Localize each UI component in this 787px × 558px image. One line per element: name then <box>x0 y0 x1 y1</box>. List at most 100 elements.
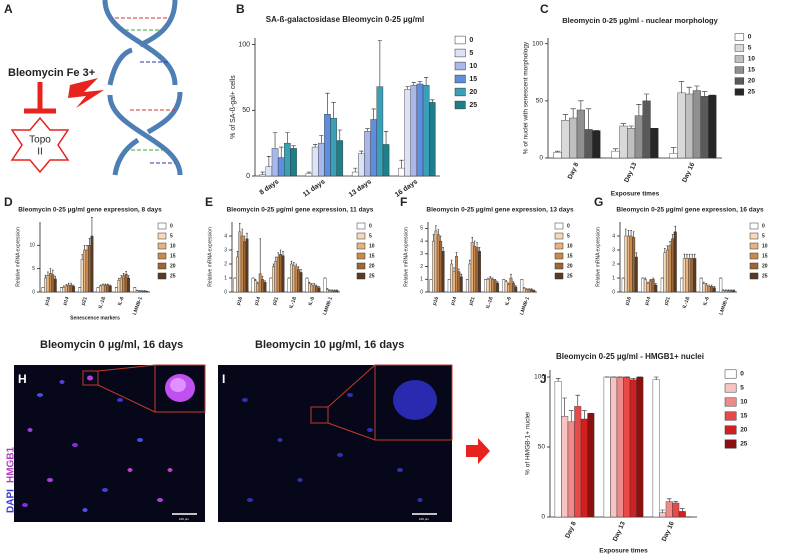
error-bar <box>430 99 435 103</box>
error-bar <box>300 269 302 273</box>
legend-swatch <box>356 272 366 280</box>
error-bar <box>530 288 533 290</box>
legend-swatch <box>724 397 737 407</box>
legend-swatch <box>454 61 466 71</box>
error-bar <box>236 251 239 257</box>
legend-label: 0 <box>369 223 372 229</box>
bar <box>265 166 273 177</box>
y-tick-label: 1 <box>612 275 615 281</box>
error-bar <box>632 231 635 238</box>
error-bar <box>72 284 75 287</box>
bar <box>629 379 637 518</box>
error-bar <box>291 145 296 149</box>
legend-swatch <box>724 425 737 435</box>
bar <box>693 258 697 293</box>
bar <box>569 117 578 159</box>
y-tick-label: 0 <box>32 289 35 295</box>
y-axis-label: % of nuclei with senescent morphology <box>523 41 530 154</box>
bar <box>281 255 285 293</box>
x-tick-label: p21 <box>663 296 672 306</box>
error-bar <box>67 282 70 285</box>
legend-label: 20 <box>740 427 748 434</box>
panel-label: B <box>236 2 245 16</box>
bar <box>522 287 526 293</box>
x-axis-label: Exposure times <box>611 191 660 198</box>
error-bar <box>688 253 691 259</box>
bar <box>678 511 686 518</box>
bar <box>51 274 55 293</box>
bar <box>488 277 492 293</box>
bar <box>641 277 645 293</box>
dna-diagram <box>102 0 183 176</box>
legend-swatch <box>749 262 759 270</box>
legend-label: 25 <box>762 273 768 279</box>
bar <box>447 279 451 293</box>
error-bar <box>328 289 331 291</box>
error-bar <box>555 378 561 382</box>
bar <box>587 413 595 518</box>
bar <box>623 376 631 518</box>
error-bar <box>671 234 674 239</box>
bar <box>493 280 497 293</box>
bar <box>114 287 118 293</box>
error-bar <box>319 134 324 144</box>
x-tick-label: LMNB-1 <box>519 296 531 316</box>
bar <box>422 85 430 177</box>
y-tick-label: 1 <box>224 275 227 281</box>
error-bar <box>491 277 494 280</box>
error-bar <box>49 268 52 274</box>
bar <box>441 251 445 293</box>
error-bar <box>279 146 284 158</box>
error-bar <box>439 235 442 242</box>
y-tick-label: 3 <box>224 247 227 253</box>
bar <box>429 279 433 293</box>
bar <box>611 150 620 159</box>
legend-label: 0 <box>567 223 570 229</box>
bar <box>525 289 529 293</box>
error-bar <box>702 281 705 284</box>
legend-swatch <box>734 44 745 52</box>
bar <box>692 90 701 159</box>
bar <box>576 109 585 159</box>
bar <box>685 93 694 159</box>
chart-title: Bleomycin 0-25 µg/ml gene expression, 11… <box>227 207 374 214</box>
x-tick-label: IL-6 <box>117 296 126 307</box>
bar <box>710 286 714 293</box>
error-bar <box>674 225 677 232</box>
error-bar <box>489 276 492 278</box>
legend-swatch <box>157 242 167 250</box>
x-tick-label: p16 <box>624 296 633 306</box>
error-bar <box>635 252 638 257</box>
bar <box>259 174 266 177</box>
legend-swatch <box>554 242 564 250</box>
bar <box>83 249 87 293</box>
error-bar <box>701 91 708 97</box>
y-tick-label: 100 <box>532 40 543 47</box>
bar <box>140 290 144 293</box>
error-bar <box>261 276 264 280</box>
bar <box>238 231 242 293</box>
legend-swatch <box>454 35 466 45</box>
x-axis-label: Exposure times <box>599 548 648 555</box>
error-bar <box>630 230 632 236</box>
y-tick-label: 2 <box>224 261 227 267</box>
error-bar <box>104 283 107 285</box>
bar <box>99 285 102 293</box>
error-bar <box>264 280 266 283</box>
bar <box>646 283 650 293</box>
error-bar <box>468 259 471 264</box>
bar <box>610 376 618 518</box>
bar <box>665 501 673 518</box>
bar <box>434 230 438 293</box>
zoom-line <box>97 384 156 413</box>
legend-label: 15 <box>469 76 477 83</box>
legend-swatch <box>356 252 366 260</box>
legend-label: 15 <box>567 253 573 259</box>
x-tick-label: Day 16 <box>661 520 676 542</box>
legend-label: 15 <box>740 413 748 420</box>
bar <box>67 284 71 293</box>
error-bar <box>528 288 530 290</box>
error-bar <box>514 285 517 287</box>
error-bar <box>274 256 277 262</box>
error-bar <box>315 284 318 287</box>
